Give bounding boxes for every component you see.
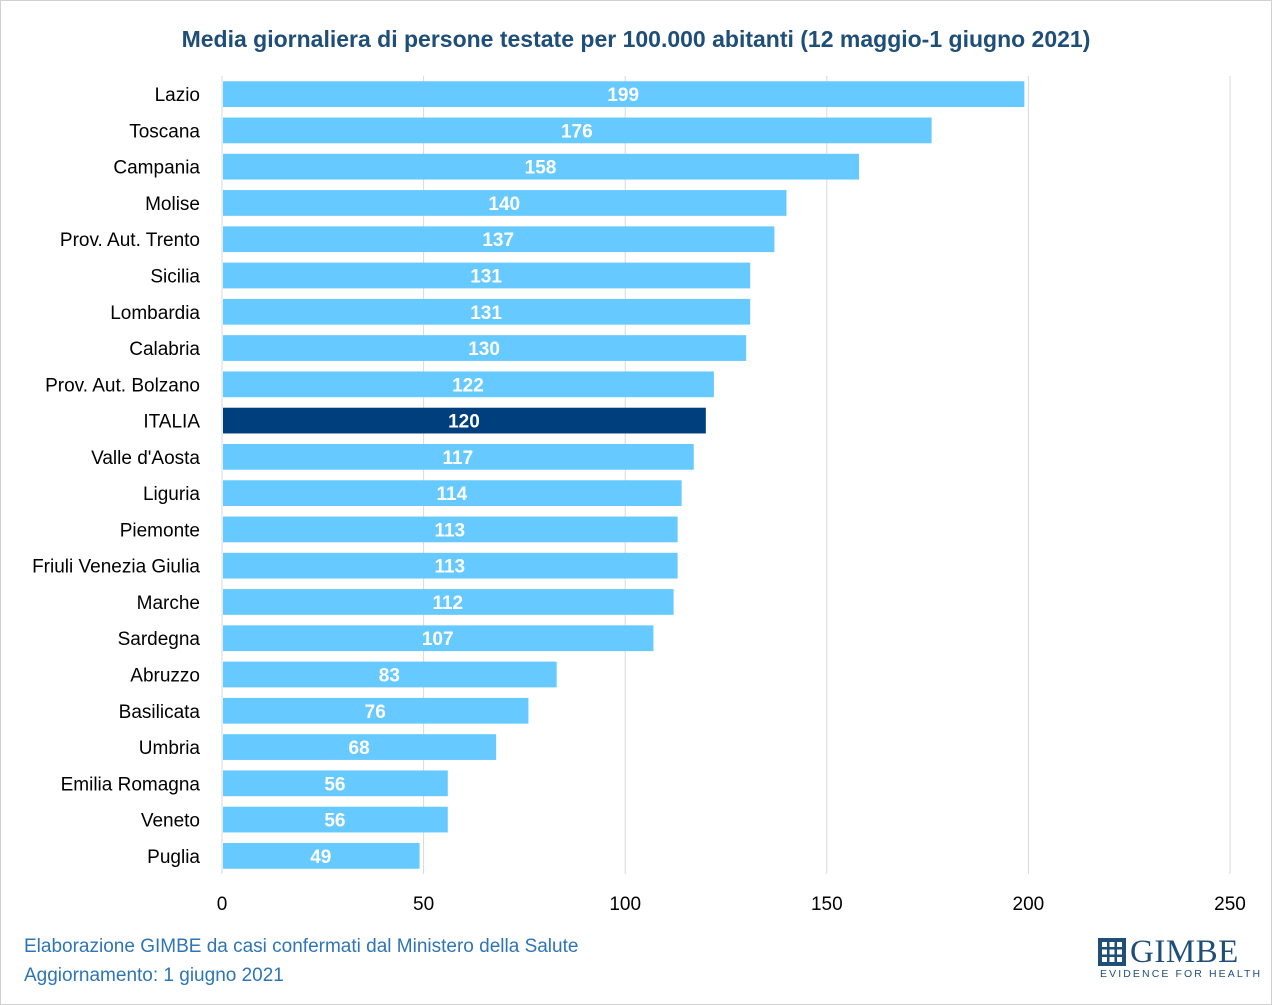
- bar-piemonte: [223, 516, 678, 543]
- data-label-prov-aut-bolzano: 122: [452, 375, 484, 396]
- data-label-liguria: 114: [436, 484, 467, 505]
- data-label-toscana: 176: [561, 121, 593, 142]
- bar-veneto: [223, 806, 448, 833]
- bar-umbria: [223, 734, 497, 760]
- category-label-abruzzo: Abruzzo: [130, 666, 200, 687]
- category-label-marche: Marche: [137, 593, 200, 614]
- data-label-marche: 112: [432, 593, 463, 614]
- category-label-molise: Molise: [145, 194, 200, 215]
- x-tick-label-0: 0: [217, 894, 228, 915]
- x-axis-ticks: 0 50 100 150 200 250: [217, 894, 1246, 915]
- data-label-emilia-romagna: 56: [324, 774, 345, 795]
- bar-prov-aut-trento: [223, 226, 775, 253]
- logo-tagline: EVIDENCE FOR HEALTH: [1100, 968, 1263, 980]
- bar-lazio: [223, 81, 1025, 108]
- category-label-prov-aut-trento: Prov. Aut. Trento: [60, 230, 200, 251]
- data-label-calabria: 130: [468, 339, 500, 360]
- category-label-italia: ITALIA: [143, 412, 200, 433]
- data-label-umbria: 68: [349, 738, 370, 759]
- bar-lombardia: [223, 298, 751, 325]
- bar-emilia-romagna: [223, 770, 448, 797]
- category-label-valle-d-aosta: Valle d'Aosta: [91, 448, 200, 469]
- bar-puglia: [223, 842, 420, 869]
- bar-chart: Lazio Toscana Campania Molise Prov. Aut. Tre…: [32, 76, 1246, 915]
- category-label-umbria: Umbria: [139, 738, 201, 759]
- data-label-sicilia: 131: [470, 267, 502, 288]
- x-tick-label-50: 50: [413, 894, 434, 915]
- bar-abruzzo: [223, 661, 557, 688]
- category-label-lazio: Lazio: [155, 85, 200, 106]
- data-label-prov-aut-trento: 137: [482, 230, 514, 251]
- x-tick-label-200: 200: [1013, 894, 1045, 915]
- bar-italia: [223, 407, 706, 434]
- data-label-piemonte: 113: [434, 520, 465, 541]
- data-label-valle-d-aosta: 117: [443, 448, 474, 469]
- data-label-italia: 120: [448, 412, 480, 433]
- bar-valle-d-aosta: [223, 443, 694, 470]
- category-label-emilia-romagna: Emilia Romagna: [61, 774, 201, 795]
- category-label-calabria: Calabria: [129, 339, 200, 360]
- bar-campania: [223, 153, 860, 180]
- bar-sardegna: [223, 625, 654, 652]
- bar-basilicata: [223, 697, 529, 724]
- bar-toscana: [223, 117, 932, 144]
- bar-sicilia: [223, 262, 751, 289]
- category-label-toscana: Toscana: [129, 121, 200, 142]
- data-label-lazio: 199: [607, 85, 639, 106]
- chart-title: Media giornaliera di persone testate per…: [181, 26, 1091, 52]
- bar-friuli-venezia-giulia: [223, 552, 678, 579]
- category-label-liguria: Liguria: [143, 484, 200, 505]
- data-label-campania: 158: [525, 158, 557, 179]
- data-label-abruzzo: 83: [379, 666, 400, 687]
- category-label-basilicata: Basilicata: [119, 702, 201, 723]
- category-label-friuli-venezia-giulia: Friuli Venezia Giulia: [32, 557, 200, 578]
- category-label-puglia: Puglia: [147, 847, 200, 868]
- footer-updated: Aggiornamento: 1 giugno 2021: [24, 965, 284, 986]
- x-tick-label-100: 100: [609, 894, 641, 915]
- category-label-campania: Campania: [113, 158, 200, 179]
- data-label-basilicata: 76: [365, 702, 386, 723]
- bar-molise: [223, 190, 787, 216]
- bar-marche: [223, 589, 674, 615]
- data-label-lombardia: 131: [470, 303, 502, 324]
- category-label-sicilia: Sicilia: [150, 267, 200, 288]
- data-label-veneto: 56: [324, 811, 345, 832]
- bar-calabria: [223, 335, 747, 361]
- bars: [223, 81, 1025, 869]
- category-label-lombardia: Lombardia: [110, 303, 200, 324]
- logo-wordmark: GIMBE: [1130, 934, 1239, 970]
- data-label-molise: 140: [488, 194, 520, 215]
- category-label-piemonte: Piemonte: [120, 520, 200, 541]
- data-label-sardegna: 107: [422, 629, 454, 650]
- bar-liguria: [223, 480, 682, 507]
- data-label-friuli-venezia-giulia: 113: [434, 557, 465, 578]
- category-labels: Lazio Toscana Campania Molise Prov. Aut. Tre…: [32, 85, 200, 868]
- gimbe-logo: GIMBE EVIDENCE FOR HEALTH: [1098, 934, 1260, 984]
- category-label-veneto: Veneto: [141, 811, 200, 832]
- category-label-prov-aut-bolzano: Prov. Aut. Bolzano: [45, 375, 200, 396]
- bar-prov-aut-bolzano: [223, 371, 714, 398]
- footer-source: Elaborazione GIMBE da casi confermati da…: [24, 936, 579, 957]
- data-label-puglia: 49: [310, 847, 331, 868]
- x-tick-label-150: 150: [811, 894, 843, 915]
- grid-logo-icon: [1098, 938, 1126, 966]
- category-label-sardegna: Sardegna: [118, 629, 201, 650]
- x-tick-label-250: 250: [1214, 894, 1246, 915]
